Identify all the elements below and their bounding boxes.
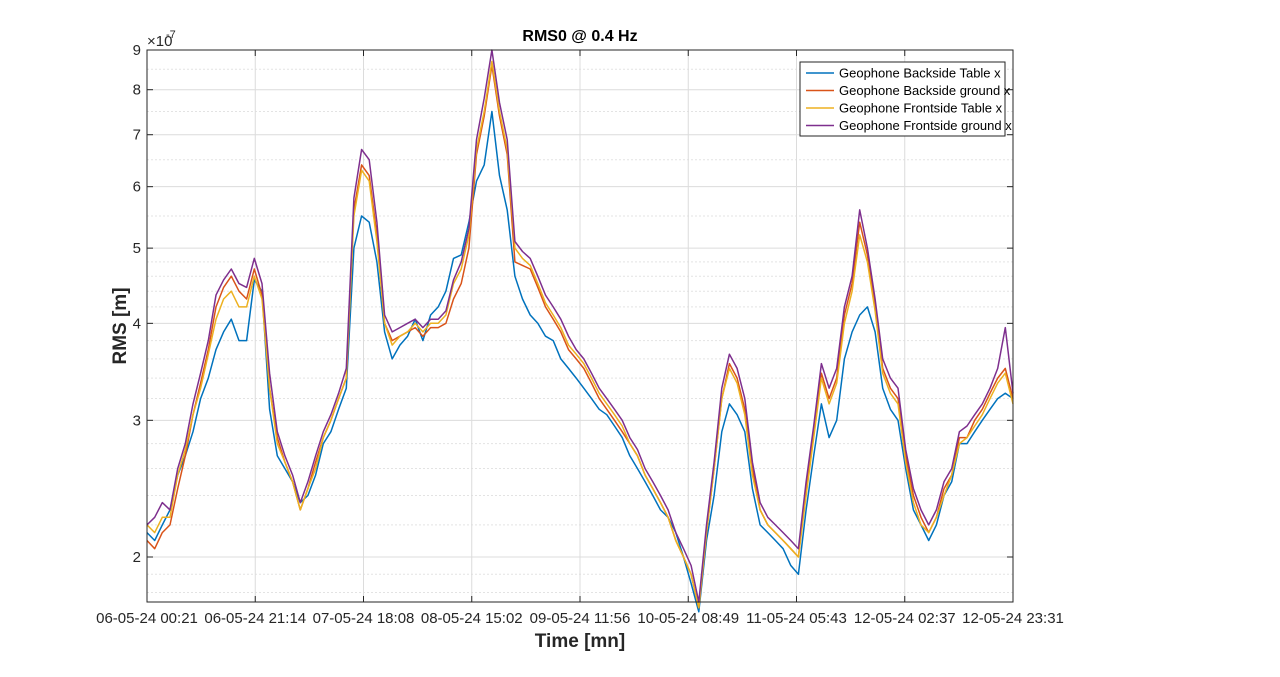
y-axis-label: RMS [m] [110, 287, 131, 364]
chart-title: RMS0 @ 0.4 Hz [522, 28, 637, 45]
y-tick-label: 3 [133, 412, 141, 429]
series-lines [146, 49, 1014, 613]
x-tick-label: 06-05-24 00:21 [96, 610, 198, 627]
x-tick-label: 07-05-24 18:08 [313, 610, 415, 627]
y-tick-label: 6 [133, 179, 141, 196]
x-tick-label: 08-05-24 15:02 [421, 610, 523, 627]
tick-marks [146, 49, 1014, 602]
legend-label-2: Geophone Backside ground x [839, 83, 1011, 98]
x-axis-label: Time [mn] [535, 631, 625, 652]
y-exponent-label: ×10 -7 [147, 29, 176, 50]
legend-label-4: Geophone Frontside ground x [839, 118, 1012, 133]
series-line-3 [146, 60, 1014, 609]
y-multiplier-text: ×10 [147, 33, 172, 50]
legend-label-3: Geophone Frontside Table x [839, 101, 1003, 116]
series-line-4 [146, 49, 1014, 603]
legend-box [799, 61, 1006, 137]
y-tick-label: 7 [133, 127, 141, 144]
y-tick-label: 9 [133, 42, 141, 59]
x-tick-label: 12-05-24 23:31 [962, 610, 1064, 627]
x-tick-label: 10-05-24 08:49 [637, 610, 739, 627]
legend: Geophone Backside Table x Geophone Backsi… [799, 61, 1012, 137]
x-tick-label: 09-05-24 11:56 [530, 610, 631, 627]
y-tick-label: 4 [133, 315, 141, 332]
x-tick-label: 11-05-24 05:43 [746, 610, 847, 627]
x-tick-label: 06-05-24 21:14 [204, 610, 306, 627]
legend-label-1: Geophone Backside Table x [839, 66, 1001, 81]
y-tick-label: 8 [133, 82, 141, 99]
y-tick-label: 2 [133, 549, 141, 566]
y-tick-label: 5 [133, 240, 141, 257]
x-tick-label: 12-05-24 02:37 [854, 610, 956, 627]
y-exponent-text: -7 [166, 29, 176, 41]
